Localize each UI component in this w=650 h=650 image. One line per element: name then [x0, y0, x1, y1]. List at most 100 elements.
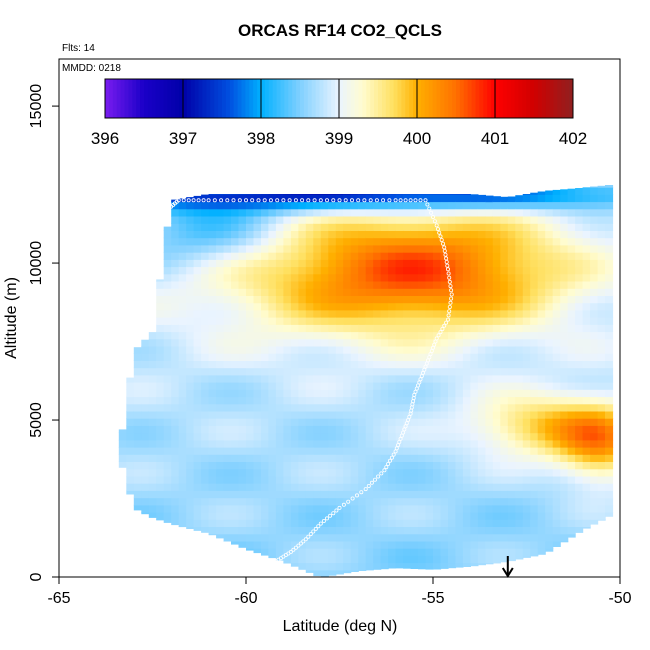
- heatmap-cell: [575, 519, 584, 527]
- heatmap-cell: [605, 490, 614, 499]
- colorbar-segment: [350, 79, 356, 118]
- colorbar-segment: [112, 79, 118, 118]
- heatmap-cell: [410, 504, 419, 513]
- heatmap-cell: [403, 374, 412, 383]
- heatmap-cell: [171, 259, 180, 268]
- heatmap-cell: [522, 418, 531, 426]
- heatmap-cell: [507, 281, 516, 289]
- heatmap-cell: [163, 504, 172, 513]
- heatmap-cell: [440, 223, 449, 231]
- heatmap-cell: [253, 345, 262, 354]
- heatmap-cell: [253, 194, 262, 195]
- heatmap-cell: [388, 382, 397, 390]
- heatmap-cell: [320, 490, 329, 499]
- heatmap-cell: [231, 533, 240, 542]
- heatmap-cell: [395, 410, 404, 419]
- heatmap-cell: [462, 454, 471, 462]
- heatmap-cell: [365, 497, 374, 506]
- track-point: [316, 524, 321, 529]
- heatmap-cell: [395, 512, 404, 520]
- heatmap-cell: [305, 447, 314, 455]
- heatmap-cell: [448, 447, 457, 455]
- heatmap-cell: [231, 244, 240, 253]
- heatmap-cell: [313, 273, 322, 282]
- heatmap-cell: [545, 396, 554, 405]
- heatmap-cell: [515, 208, 524, 217]
- heatmap-cell: [530, 468, 539, 477]
- heatmap-cell: [515, 266, 524, 275]
- heatmap-cell: [597, 185, 606, 188]
- heatmap-cell: [425, 548, 434, 556]
- heatmap-cell: [403, 504, 412, 513]
- colorbar-segment: [537, 79, 543, 118]
- heatmap-cell: [522, 475, 531, 484]
- heatmap-cell: [335, 410, 344, 419]
- heatmap-cell: [305, 194, 314, 203]
- heatmap-cell: [597, 425, 606, 434]
- heatmap-cell: [298, 461, 307, 470]
- heatmap-cell: [358, 273, 367, 282]
- heatmap-cell: [507, 244, 516, 253]
- heatmap-cell: [515, 389, 524, 398]
- heatmap-cell: [380, 360, 389, 369]
- heatmap-cell: [156, 324, 165, 333]
- heatmap-cell: [448, 216, 457, 224]
- heatmap-cell: [283, 244, 292, 253]
- heatmap-cell: [261, 208, 270, 217]
- heatmap-cell: [403, 252, 412, 260]
- colorbar-segment: [116, 79, 122, 118]
- heatmap-cell: [582, 389, 591, 398]
- track-point: [425, 202, 430, 207]
- heatmap-cell: [350, 201, 359, 210]
- heatmap-cell: [522, 447, 531, 455]
- colorbar-segment: [510, 79, 515, 118]
- colorbar-segment: [214, 79, 219, 118]
- heatmap-cell: [313, 345, 322, 354]
- heatmap-cell: [178, 519, 187, 527]
- heatmap-cell: [388, 468, 397, 477]
- heatmap-cell: [425, 497, 434, 506]
- heatmap-cell: [216, 519, 225, 527]
- heatmap-cell: [492, 533, 501, 542]
- heatmap-cell: [492, 324, 501, 333]
- heatmap-cell: [500, 512, 509, 520]
- heatmap-cell: [261, 410, 270, 419]
- heatmap-cell: [433, 562, 442, 570]
- heatmap-cell: [582, 439, 591, 448]
- heatmap-cell: [582, 230, 591, 239]
- heatmap-cell: [335, 194, 344, 195]
- heatmap-cell: [567, 439, 576, 448]
- track-point: [438, 234, 443, 239]
- heatmap-cell: [335, 353, 344, 361]
- heatmap-cell: [343, 309, 352, 318]
- heatmap-cell: [268, 353, 277, 361]
- heatmap-cell: [358, 382, 367, 390]
- heatmap-cell: [440, 302, 449, 311]
- heatmap-cell: [141, 389, 150, 398]
- heatmap-cell: [133, 439, 142, 448]
- heatmap-cell: [492, 237, 501, 246]
- heatmap-cell: [470, 447, 479, 455]
- heatmap-cell: [373, 497, 382, 506]
- heatmap-cell: [575, 389, 584, 398]
- heatmap-cell: [358, 223, 367, 231]
- heatmap-cell: [171, 345, 180, 354]
- heatmap-cell: [537, 230, 546, 239]
- heatmap-cell: [537, 483, 546, 491]
- heatmap-cell: [395, 504, 404, 513]
- heatmap-cell: [552, 201, 561, 210]
- heatmap-cell: [305, 562, 314, 571]
- heatmap-cell: [575, 374, 584, 383]
- colorbar-segment: [292, 79, 297, 118]
- colorbar-segment: [381, 79, 387, 118]
- heatmap-cell: [410, 309, 419, 318]
- heatmap-cell: [418, 396, 427, 405]
- heatmap-cell: [552, 360, 561, 369]
- heatmap-cell: [350, 324, 359, 333]
- colorbar-segment: [358, 79, 363, 118]
- heatmap-cell: [373, 367, 382, 376]
- heatmap-cell: [530, 389, 539, 398]
- heatmap-cell: [395, 360, 404, 369]
- heatmap-cell: [246, 273, 255, 282]
- heatmap-cell: [605, 382, 614, 390]
